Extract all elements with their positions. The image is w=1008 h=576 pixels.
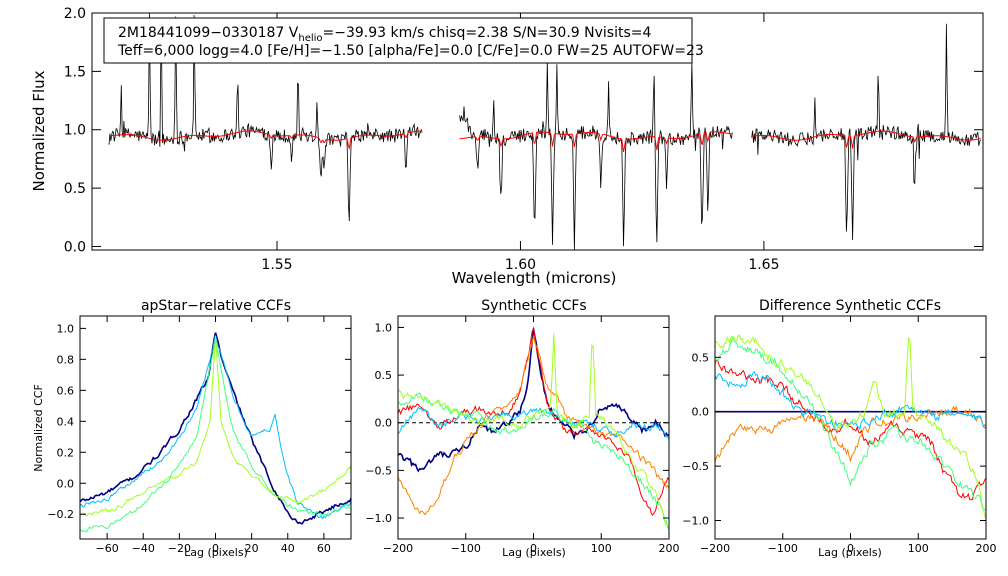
x-tick-label: 0 [530,542,537,555]
y-tick-label: 0.0 [57,477,75,490]
y-tick-label: 0.4 [57,415,75,428]
ccf-series-visit1 [79,332,352,525]
apstar-ccf-panel: −60 −40 −20 0 20 40 60 −0.2 0.0 0.2 0.4 0.6 0.8 1.0 a… [32,298,352,559]
x-tick-label: 1.60 [505,257,536,273]
ccf-series-visit3 [714,405,987,463]
x-tick-label: 60 [317,542,331,555]
y-tick-label: −0.5 [365,464,392,477]
difference-ccf-xlabel: Lag (pixels) [818,546,882,559]
spectrum-plot-area [108,12,981,251]
y-tick-label: 0.2 [57,446,75,459]
ccf-series-visit3 [397,335,670,516]
apstar-ccf-title: apStar−relative CCFs [141,298,291,314]
info-line-1: 2M18441099−0330187 Vhelio=−39.93 km/s ch… [118,25,651,44]
x-tick-label: 0 [847,542,854,555]
y-tick-label: −1.0 [365,512,392,525]
x-tick-label: −100 [768,542,798,555]
y-tick-label: 0.0 [64,239,86,255]
y-tick-label: 0.5 [375,369,393,382]
x-tick-label: −100 [451,542,481,555]
y-tick-label: 1.0 [57,322,75,335]
ccf-series-visit5 [398,392,670,531]
x-tick-label: 20 [245,542,259,555]
model-spectrum-line [751,130,981,149]
info-box [103,17,693,64]
y-tick-label: 1.5 [64,64,86,80]
y-tick-label: −0.5 [682,460,709,473]
y-tick-label: 1.0 [375,321,393,334]
y-tick-label: −1.0 [682,515,709,528]
x-tick-label: −200 [383,542,413,555]
synthetic-ccf-axes-frame [397,315,670,540]
spectrum-ylabel: Normalized Flux [30,70,48,191]
y-tick-label: 0.8 [57,353,75,366]
synthetic-ccf-xlabel: Lag (pixels) [502,546,566,559]
x-tick-label: 1.65 [748,257,779,273]
x-tick-label: 200 [976,542,997,555]
x-tick-label: −40 [132,542,155,555]
y-tick-label: −0.2 [47,508,74,521]
difference-ccf-title: Difference Synthetic CCFs [759,298,941,314]
y-tick-label: 0.6 [57,384,75,397]
x-tick-label: −200 [700,542,730,555]
info-line-2: Teff=6,000 logg=4.0 [Fe/H]=−1.50 [alpha/… [117,43,704,59]
spectrum-panel: 1.55 1.60 1.65 0.0 0.5 1.0 1.5 2.0 Wavelength (… [30,6,984,287]
info-line-1-suffix: =−39.93 km/s chisq=2.38 S/N=30.9 Nvisits… [323,25,652,41]
x-tick-label: 100 [908,542,929,555]
x-tick-label: 100 [591,542,612,555]
ccf-series-visit4 [397,406,670,440]
synthetic-ccf-plot-area [397,326,670,531]
y-tick-label: 0.0 [375,417,393,430]
synthetic-ccf-panel: −200 −100 0 100 200 −1.0 −0.5 0.0 0.5 1.0 Synthet… [365,298,679,559]
spectrum-xlabel: Wavelength (microns) [452,269,617,287]
x-tick-label: 40 [281,542,295,555]
difference-ccf-axes-frame [714,315,987,540]
apstar-ccf-axes-frame [79,315,352,540]
x-tick-label: −20 [168,542,191,555]
apstar-ccf-ylabel: Normalized CCF [32,384,45,472]
model-spectrum-line [109,130,423,150]
ccf-series-visit2 [397,326,670,516]
ccf-series-visit4 [714,370,987,431]
ccf-series-visit2 [79,335,352,520]
synthetic-ccf-title: Synthetic CCFs [481,298,586,314]
apstar-ccf-ticks: −60 −40 −20 0 20 40 60 −0.2 0.0 0.2 0.4 0.6 0.8 1.0 [47,316,351,555]
x-tick-label: 200 [659,542,680,555]
difference-ccf-panel: −200 −100 0 100 200 −1.0 −0.5 0.0 0.5 Difference… [682,298,996,559]
observed-spectrum-line [459,60,733,251]
x-tick-label: 1.55 [261,257,292,273]
x-tick-label: 0 [212,542,219,555]
model-spectrum-line [459,131,733,153]
ccf-series-visit6 [397,333,670,528]
difference-ccf-plot-area [714,334,987,519]
ccf-series-visit2 [714,359,987,501]
info-line-1-subscript: helio [298,33,322,44]
y-tick-label: 0.0 [692,406,710,419]
y-tick-label: 0.5 [692,351,710,364]
ccf-series-visit6 [714,334,987,519]
info-line-1-prefix: 2M18441099−0330187 V [118,25,299,41]
ccf-series-visit4 [79,335,352,517]
y-tick-label: 2.0 [64,6,86,22]
apstar-ccf-plot-area [79,332,352,533]
apstar-ccf-xlabel: Lag (pixels) [184,546,248,559]
y-tick-label: 0.5 [64,181,86,197]
synthetic-ccf-ticks: −200 −100 0 100 200 −1.0 −0.5 0.0 0.5 1.0 [365,316,680,555]
y-tick-label: 1.0 [64,123,86,139]
x-tick-label: −60 [95,542,118,555]
ccf-series-visit5 [714,336,987,511]
spectrum-axes-frame [91,12,984,251]
spectrum-ticks: 1.55 1.60 1.65 0.0 0.5 1.0 1.5 2.0 [64,6,983,273]
